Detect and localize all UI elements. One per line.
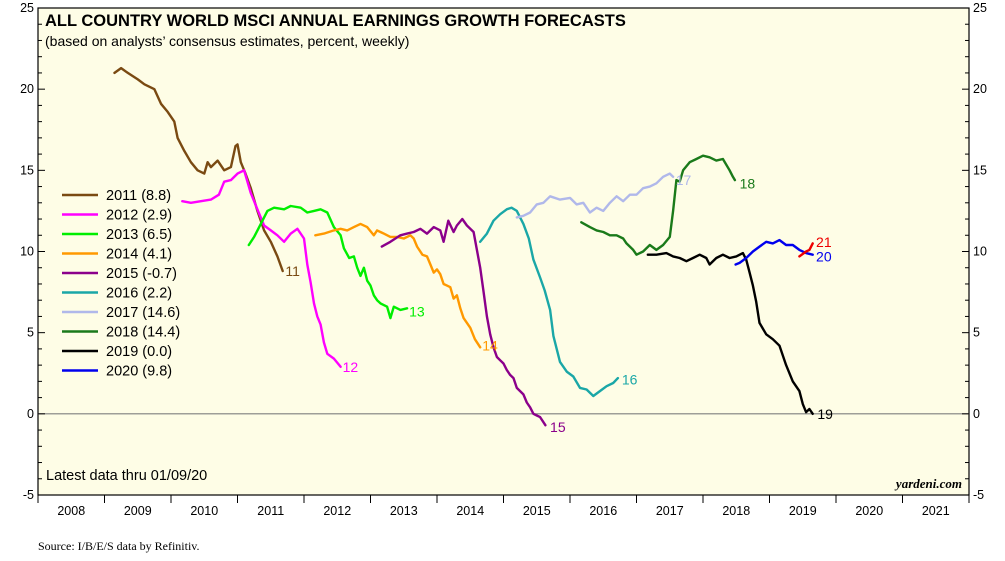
y-tick-label-right: 20 bbox=[973, 82, 987, 96]
y-tick-label-left: -5 bbox=[23, 488, 34, 502]
chart-subtitle: (based on analysts’ consensus estimates,… bbox=[45, 33, 409, 49]
end-labels-layer: 11 12 13 14 15 16 17 18 19 2021 bbox=[285, 172, 833, 435]
x-tick-label: 2021 bbox=[922, 504, 950, 518]
y-tick-label-left: 20 bbox=[20, 82, 34, 96]
y-tick-label-left: 10 bbox=[20, 245, 34, 259]
x-tick-label: 2015 bbox=[523, 504, 551, 518]
end-label-18: 18 bbox=[740, 175, 756, 191]
x-tick-label: 2020 bbox=[855, 504, 883, 518]
series-layer bbox=[113, 66, 814, 427]
end-label-15: 15 bbox=[550, 419, 566, 435]
y-tick-label-right: 0 bbox=[973, 407, 980, 421]
y-tick-label-left: 0 bbox=[27, 407, 34, 421]
x-tick-label: 2014 bbox=[456, 504, 484, 518]
x-tick-label: 2018 bbox=[722, 504, 750, 518]
legend-entry: 2019 (0.0) bbox=[106, 344, 172, 360]
series-line-21 bbox=[798, 242, 814, 258]
x-tick-label: 2009 bbox=[124, 504, 152, 518]
end-label-13: 13 bbox=[409, 304, 425, 320]
series-line-17 bbox=[515, 172, 675, 219]
x-tick-label: 2008 bbox=[57, 504, 85, 518]
x-tick-label: 2016 bbox=[589, 504, 617, 518]
end-label-11: 11 bbox=[285, 263, 300, 279]
legend-entry: 2017 (14.6) bbox=[106, 305, 180, 321]
end-label-17: 17 bbox=[676, 172, 692, 188]
x-tick-label: 2011 bbox=[257, 504, 284, 518]
series-line-20 bbox=[734, 238, 814, 266]
x-tick-label: 2012 bbox=[323, 504, 351, 518]
legend-entry: 2013 (6.5) bbox=[106, 227, 172, 243]
y-tick-label-left: 15 bbox=[20, 163, 34, 177]
series-line-13 bbox=[247, 204, 409, 320]
source-note: Source: I/B/E/S data by Refinitiv. bbox=[38, 539, 200, 553]
end-label-20: 20 bbox=[816, 248, 832, 264]
series-line-16 bbox=[479, 206, 620, 398]
y-tick-label-left: 5 bbox=[27, 326, 34, 340]
chart-title: ALL COUNTRY WORLD MSCI ANNUAL EARNINGS G… bbox=[45, 12, 626, 30]
x-tick-label: 2017 bbox=[656, 504, 684, 518]
legend-entry: 2016 (2.2) bbox=[106, 286, 172, 302]
legend-entry: 2011 (8.8) bbox=[106, 188, 171, 204]
legend-entry: 2015 (-0.7) bbox=[106, 266, 177, 282]
x-tick-label: 2010 bbox=[190, 504, 218, 518]
y-tick-label-right: 5 bbox=[973, 326, 980, 340]
y-tick-label-left: 25 bbox=[20, 1, 34, 15]
y-tick-label-right: -5 bbox=[973, 488, 984, 502]
legend: 2011 (8.8) 2012 (2.9) 2013 (6.5) 2014 (4.1)… bbox=[62, 188, 180, 380]
series-line-15 bbox=[380, 217, 547, 427]
y-tick-label-right: 15 bbox=[973, 163, 987, 177]
end-label-21: 21 bbox=[816, 234, 832, 250]
y-tick-label-right: 10 bbox=[973, 245, 987, 259]
legend-entry: 2020 (9.8) bbox=[106, 364, 172, 380]
end-label-12: 12 bbox=[343, 359, 359, 375]
brand-watermark: yardeni.com bbox=[894, 476, 962, 491]
end-label-14: 14 bbox=[482, 338, 498, 354]
y-tick-label-right: 25 bbox=[973, 1, 987, 15]
series-line-12 bbox=[181, 169, 342, 368]
end-label-16: 16 bbox=[622, 372, 638, 388]
legend-entry: 2014 (4.1) bbox=[106, 247, 172, 263]
legend-entry: 2012 (2.9) bbox=[106, 208, 172, 224]
legend-entry: 2018 (14.4) bbox=[106, 325, 180, 341]
x-tick-label: 2019 bbox=[789, 504, 817, 518]
x-tick-label: 2013 bbox=[390, 504, 418, 518]
latest-data-note: Latest data thru 01/09/20 bbox=[46, 468, 207, 484]
end-label-19: 19 bbox=[817, 406, 833, 422]
series-line-18 bbox=[580, 154, 737, 256]
series-line-14 bbox=[314, 222, 482, 349]
series-line-19 bbox=[646, 251, 814, 415]
